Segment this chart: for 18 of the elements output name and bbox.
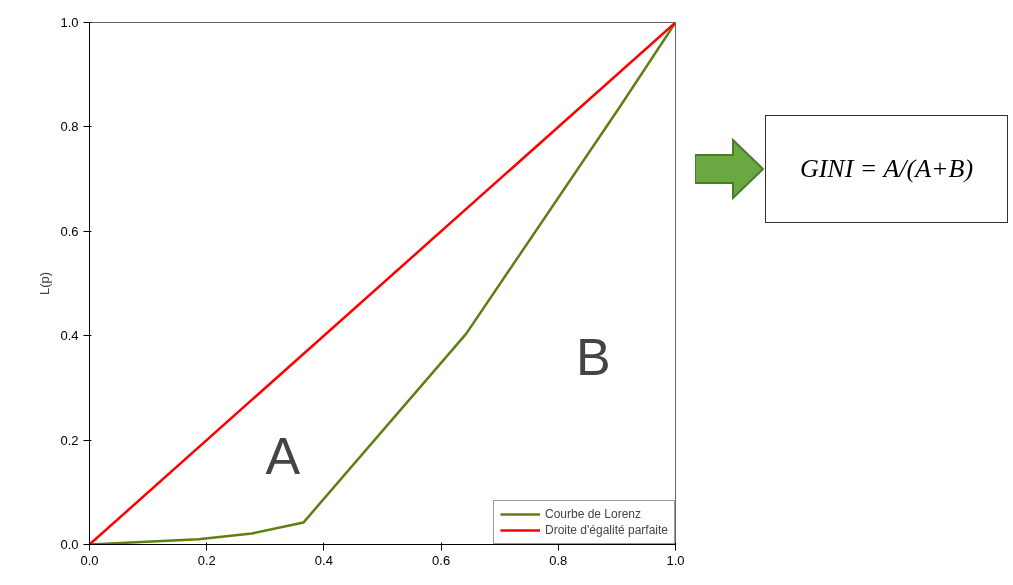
x-tick-label: 0.4 bbox=[314, 552, 333, 568]
y-tick-label: 1.0 bbox=[60, 15, 79, 30]
y-axis-title: L(p) bbox=[37, 271, 53, 296]
legend-label: Droite d'égalité parfaite bbox=[544, 523, 668, 537]
x-tick-label: 0.6 bbox=[432, 552, 451, 568]
x-tick-label: 0.8 bbox=[549, 552, 568, 568]
y-tick-label: 0.6 bbox=[60, 223, 79, 239]
annotation: A bbox=[265, 426, 301, 485]
x-tick-label: 0.2 bbox=[197, 552, 216, 568]
y-tick-label: 0.0 bbox=[60, 537, 79, 552]
x-tick-label: 0.0 bbox=[80, 552, 99, 568]
y-tick-label: 0.2 bbox=[60, 432, 79, 448]
x-tick-label: 1.0 bbox=[666, 552, 685, 568]
text: GINI = A/(A+B) bbox=[765, 115, 1008, 223]
y-tick-label: 0.8 bbox=[60, 119, 79, 135]
y-tick-label: 0.4 bbox=[60, 328, 79, 344]
legend-label: Courbe de Lorenz bbox=[544, 507, 642, 521]
annotation: B bbox=[576, 327, 611, 386]
